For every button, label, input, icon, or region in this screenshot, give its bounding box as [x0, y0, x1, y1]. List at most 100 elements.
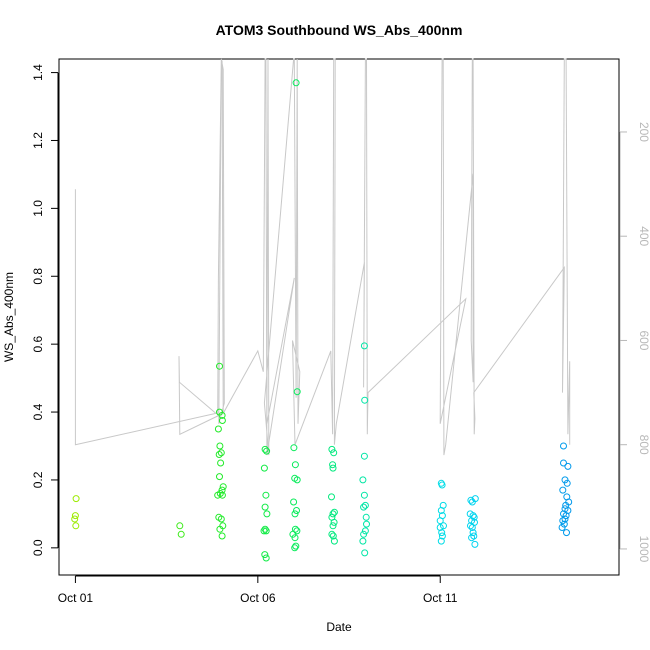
data-point — [359, 476, 367, 484]
data-point — [328, 493, 335, 501]
data-point — [360, 530, 368, 538]
right-tick-label: 200 — [637, 122, 650, 142]
data-point — [561, 515, 569, 523]
y-tick-label: 0.4 — [31, 403, 45, 420]
data-point — [72, 495, 80, 503]
plot-frame — [58, 58, 620, 576]
data-point — [359, 537, 367, 545]
data-point — [290, 444, 298, 452]
y-tick-label: 1.0 — [31, 200, 45, 217]
data-point — [562, 512, 570, 520]
y-tick-label: 0.2 — [31, 471, 45, 488]
right-tick-label: 400 — [637, 226, 650, 246]
data-point — [563, 529, 570, 537]
data-point — [329, 464, 337, 472]
data-point — [329, 532, 337, 540]
right-tick-label: 600 — [637, 330, 650, 350]
data-point — [438, 532, 446, 540]
data-point — [292, 79, 300, 87]
data-point — [293, 527, 301, 535]
data-point — [564, 462, 572, 470]
data-point — [361, 527, 369, 535]
data-point — [216, 490, 224, 497]
data-point — [262, 491, 270, 499]
data-point — [176, 522, 184, 530]
data-point — [262, 527, 270, 535]
data-point — [559, 517, 567, 525]
data-point — [263, 510, 271, 518]
data-point — [262, 554, 270, 562]
y-tick-label: 0.6 — [31, 335, 45, 352]
data-point — [330, 518, 338, 526]
data-point — [216, 442, 224, 450]
right-tick-label: 1000 — [637, 536, 650, 563]
data-point — [214, 425, 222, 433]
y-tick-label: 1.2 — [31, 132, 45, 149]
data-point — [292, 542, 300, 550]
data-point — [563, 479, 571, 487]
data-point — [261, 551, 269, 559]
y-tick-label: 0.0 — [31, 539, 45, 556]
data-point — [216, 362, 223, 370]
data-point — [361, 501, 369, 509]
data-point — [293, 476, 301, 484]
data-point — [216, 525, 224, 533]
x-axis-label: Date — [326, 620, 352, 634]
data-point — [290, 498, 298, 506]
x-tick-label: Oct 11 — [423, 591, 458, 605]
data-point — [361, 396, 369, 404]
data-point — [291, 544, 299, 552]
data-point — [261, 525, 269, 533]
data-point — [218, 417, 226, 424]
data-point — [261, 445, 269, 453]
data-point — [469, 512, 477, 520]
data-point — [328, 445, 336, 453]
x-axis: Oct 01 Oct 06 Oct 11 — [58, 575, 458, 605]
data-point — [471, 540, 479, 548]
altitude-trace-group — [74, 58, 571, 456]
data-point — [467, 496, 475, 504]
x-tick-label: Oct 01 — [58, 591, 94, 605]
data-point — [360, 503, 368, 511]
x-tick-label: Oct 06 — [240, 591, 276, 605]
data-point — [291, 510, 299, 518]
data-point — [217, 515, 225, 523]
data-point — [293, 507, 300, 514]
data-point — [330, 449, 338, 457]
data-point — [218, 486, 226, 494]
data-point — [360, 452, 368, 460]
data-point — [219, 483, 227, 491]
data-point — [260, 527, 268, 535]
data-point — [218, 411, 226, 419]
data-point — [438, 529, 446, 537]
data-point — [291, 534, 299, 542]
data-point — [218, 491, 226, 499]
data-point — [470, 532, 478, 540]
data-point — [467, 522, 474, 530]
right-tick-label: 800 — [637, 435, 650, 455]
data-point — [360, 342, 368, 350]
data-point — [361, 549, 369, 557]
data-point — [437, 507, 445, 514]
data-point — [329, 510, 337, 518]
data-point — [559, 486, 567, 494]
data-point — [72, 522, 80, 530]
data-point — [360, 491, 368, 499]
data-point — [329, 522, 337, 530]
y-axis: 0.0 0.2 0.4 0.6 0.8 1.0 1.2 1.4 — [31, 64, 59, 556]
data-point — [362, 513, 370, 521]
data-point — [560, 442, 567, 450]
data-point — [468, 534, 476, 542]
data-point — [363, 520, 370, 528]
data-points-group — [71, 79, 573, 562]
data-point — [216, 473, 223, 481]
y-tick-label: 1.4 — [31, 64, 45, 81]
data-point — [560, 459, 567, 467]
data-point — [328, 530, 336, 538]
data-point — [177, 530, 185, 538]
data-point — [329, 461, 337, 469]
data-point — [215, 451, 223, 458]
chart-title: ATOM3 Southbound WS_Abs_400nm — [216, 22, 463, 38]
data-point — [71, 515, 79, 523]
